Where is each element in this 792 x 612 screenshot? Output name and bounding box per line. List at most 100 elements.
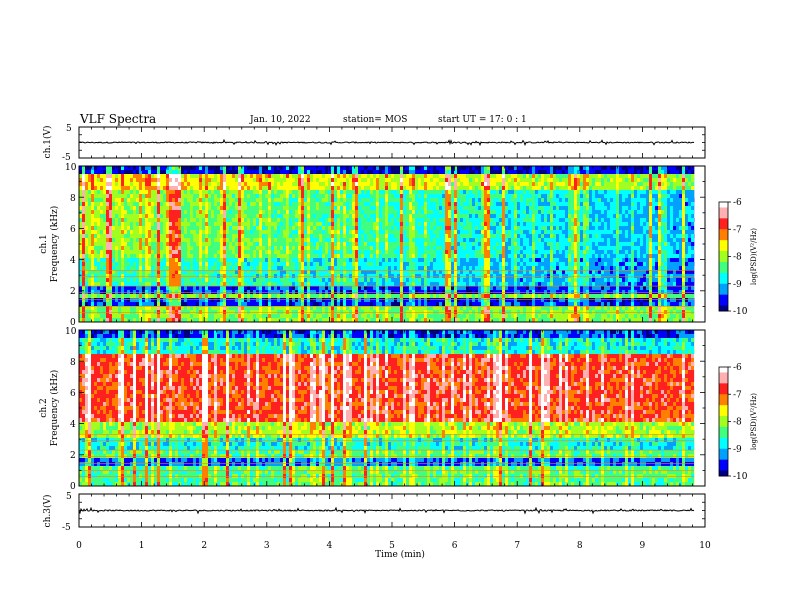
spectrogram-cell — [82, 274, 86, 279]
spectrogram-cell — [178, 310, 182, 315]
spectrogram-cell — [100, 174, 104, 179]
spectrogram-cell — [277, 178, 281, 183]
spectrogram-cell — [379, 314, 383, 319]
spectrogram-cell — [220, 246, 224, 251]
spectrogram-cell — [343, 226, 347, 231]
spectrogram-cell — [91, 166, 95, 171]
spectrogram-cell — [184, 198, 188, 203]
spectrogram-cell — [241, 234, 245, 239]
spectrogram-cell — [301, 250, 305, 255]
spectrogram-cell — [250, 294, 254, 299]
spectrogram-cell — [406, 294, 410, 299]
spectrogram-cell — [316, 310, 320, 315]
spectrogram-cell — [256, 306, 260, 311]
spectrogram-cell — [106, 238, 110, 243]
spectrogram-cell — [355, 210, 359, 215]
spectrogram-cell — [244, 262, 248, 267]
spectrogram-cell — [316, 186, 320, 191]
spectrogram-cell — [346, 298, 350, 303]
spectrogram-cell — [253, 190, 257, 195]
spectrogram-cell — [400, 278, 404, 283]
spectrogram-cell — [334, 190, 338, 195]
spectrogram-cell — [181, 318, 185, 323]
spectrogram-cell — [196, 202, 200, 207]
spectrogram-cell — [271, 258, 275, 263]
spectrogram-cell — [370, 270, 374, 275]
spectrogram-cell — [118, 238, 122, 243]
spectrogram-cell — [172, 318, 176, 323]
spectrogram-cell — [412, 298, 416, 303]
spectrogram-cell — [103, 242, 107, 247]
spectrogram-cell — [292, 306, 296, 311]
spectrogram-cell — [196, 178, 200, 183]
spectrogram-cell — [145, 250, 149, 255]
spectrogram-cell — [433, 234, 437, 239]
spectrogram-cell — [361, 206, 365, 211]
spectrogram-cell — [220, 214, 224, 219]
spectrogram-cell — [427, 238, 431, 243]
spectrogram-cell — [235, 302, 239, 307]
spectrogram-cell — [130, 266, 134, 271]
spectrogram-cell — [358, 174, 362, 179]
spectrogram-cell — [172, 178, 176, 183]
spectrogram-cell — [433, 318, 437, 323]
spectrogram-cell — [256, 254, 260, 259]
spectrogram-cell — [184, 202, 188, 207]
spectrogram-cell — [298, 314, 302, 319]
spectrogram-cell — [292, 274, 296, 279]
spectrogram-cell — [334, 306, 338, 311]
spectrogram-cell — [115, 190, 119, 195]
spectrogram-cell — [154, 222, 158, 227]
spectrogram-cell — [436, 306, 440, 311]
spectrogram-cell — [169, 198, 173, 203]
spectrogram-cell — [109, 238, 113, 243]
spectrogram-cell — [298, 274, 302, 279]
spectrogram-cell — [394, 226, 398, 231]
spectrogram-cell — [115, 278, 119, 283]
spectrogram-cell — [289, 210, 293, 215]
spectrogram-cell — [286, 274, 290, 279]
spectrogram-cell — [319, 206, 323, 211]
spectrogram-cell — [283, 230, 287, 235]
spectrogram-cell — [334, 226, 338, 231]
spectrogram-cell — [370, 222, 374, 227]
spectrogram-cell — [367, 266, 371, 271]
spectrogram-cell — [388, 238, 392, 243]
spectrogram-cell — [298, 202, 302, 207]
spectrogram-cell — [274, 278, 278, 283]
spectrogram-cell — [397, 306, 401, 311]
spectrogram-cell — [295, 266, 299, 271]
spectrogram-cell — [415, 202, 419, 207]
spectrogram-cell — [289, 250, 293, 255]
spectrogram-cell — [277, 318, 281, 323]
spectrogram-cell — [295, 226, 299, 231]
spectrogram-cell — [394, 222, 398, 227]
spectrogram-cell — [301, 194, 305, 199]
spectrogram-cell — [181, 250, 185, 255]
spectrogram-cell — [427, 318, 431, 323]
spectrogram-cell — [406, 258, 410, 263]
spectrogram-cell — [256, 210, 260, 215]
spectrogram-cell — [388, 226, 392, 231]
spectrogram-cell — [364, 254, 368, 259]
spectrogram-cell — [79, 278, 83, 283]
spectrogram-cell — [310, 182, 314, 187]
spectrogram-cell — [304, 270, 308, 275]
spectrogram-cell — [289, 238, 293, 243]
spectrogram-cell — [160, 198, 164, 203]
spectrogram-cell — [424, 250, 428, 255]
spectrogram-cell — [427, 174, 431, 179]
spectrogram-cell — [151, 242, 155, 247]
spectrogram-cell — [373, 190, 377, 195]
spectrogram-cell — [316, 218, 320, 223]
spectrogram-cell — [427, 258, 431, 263]
spectrogram-cell — [259, 286, 263, 291]
spectrogram-cell — [259, 302, 263, 307]
spectrogram-cell — [208, 258, 212, 263]
spectrogram-cell — [82, 302, 86, 307]
spectrogram-cell — [232, 238, 236, 243]
spectrogram-cell — [316, 238, 320, 243]
spectrogram-cell — [295, 170, 299, 175]
spectrogram-cell — [346, 246, 350, 251]
waveform-ch1-ytick-bottom: -5 — [62, 153, 71, 163]
